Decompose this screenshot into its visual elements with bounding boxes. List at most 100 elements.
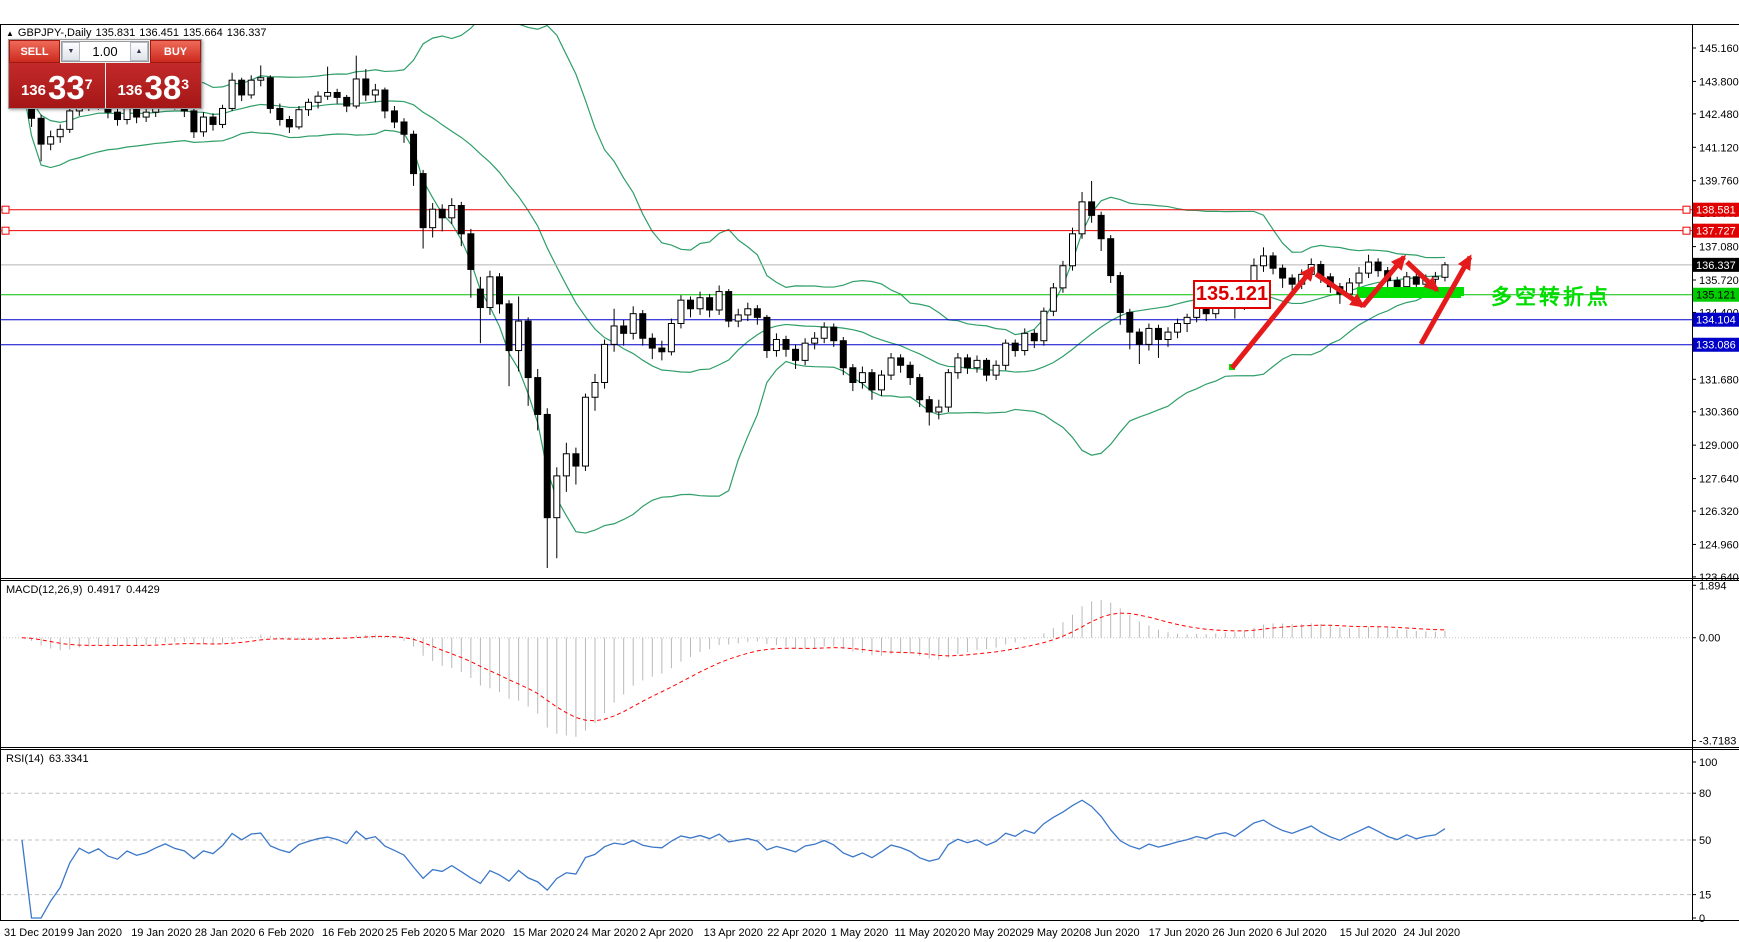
rsi-label: RSI(14) 63.3341 [6, 753, 94, 765]
date-label: 2 Apr 2020 [640, 927, 693, 939]
candle-body [925, 399, 933, 413]
collapse-icon[interactable]: ▲ [6, 29, 14, 38]
trend-arrow[interactable] [1314, 271, 1366, 309]
candle-body [1269, 255, 1277, 269]
candle-body [591, 381, 599, 398]
trend-arrow[interactable] [1418, 254, 1473, 346]
date-label: 24 Mar 2020 [576, 927, 638, 939]
candle-body [830, 326, 838, 342]
bollinger-upper [21, 24, 1445, 336]
price-tick: 123.640 [1699, 572, 1739, 584]
candle-body [820, 326, 828, 339]
support-zone-rect[interactable] [1357, 287, 1461, 298]
price-badge-text: 137.727 [1696, 226, 1736, 238]
candle-body [362, 78, 370, 96]
quote-high: 136.451 [139, 27, 180, 39]
candle-body [66, 110, 74, 130]
candle-body [1145, 327, 1153, 345]
candle-body [983, 359, 991, 376]
candle-body [228, 79, 236, 109]
trend-arrow[interactable] [1230, 265, 1315, 370]
candle-body [390, 110, 398, 123]
date-axis[interactable]: 31 Dec 2019 9 Jan 2020 19 Jan 2020 28 Jan 2… [4, 927, 1460, 939]
candle-body [811, 337, 819, 344]
candle-body [496, 276, 503, 305]
date-label: 19 Jan 2020 [131, 927, 192, 939]
candle-body [849, 367, 857, 383]
candle-body [276, 107, 284, 121]
candle-body [1174, 323, 1182, 333]
price-badge-135.121 [1693, 287, 1739, 302]
turning-point-note[interactable]: 多空转折点 [1491, 286, 1611, 309]
candle-body [734, 314, 742, 322]
volume-up-button[interactable]: ▲ [130, 42, 148, 61]
candle-body [1431, 276, 1439, 280]
candle-body [1355, 272, 1363, 284]
candle-body [1135, 331, 1143, 345]
buy-button[interactable]: BUY [150, 40, 201, 63]
price-badge-133.086 [1693, 337, 1739, 352]
volume-down-button[interactable]: ▼ [62, 42, 80, 61]
quote-bar[interactable]: ▲ GBPJPY-,Daily 135.831 136.451 135.664 136.3… [6, 27, 271, 39]
sell-button[interactable]: SELL [9, 40, 60, 63]
candle-body [954, 357, 962, 374]
sell-price[interactable]: 136 33 7 [9, 63, 105, 108]
candle-body [906, 364, 914, 379]
line-handle[interactable] [1, 205, 10, 214]
macd-pane[interactable] [0, 599, 1692, 737]
candle-body [658, 347, 666, 353]
candle-body [419, 173, 427, 229]
quote-low: 135.664 [183, 27, 223, 39]
candle-body [457, 205, 465, 235]
candle-body [1374, 261, 1382, 272]
macd-main-value: 0.4917 [87, 584, 122, 596]
candle-body [486, 276, 494, 309]
trend-arrow[interactable] [1405, 260, 1440, 293]
support-price-label[interactable]: 135.121 [1193, 280, 1271, 309]
price-badge-text: 135.121 [1696, 290, 1736, 302]
date-label: 8 Jun 2020 [1085, 927, 1139, 939]
price-tick: 145.160 [1699, 43, 1739, 55]
candle-body [581, 396, 589, 467]
line-handle[interactable] [1, 226, 10, 235]
candle-body [620, 325, 628, 334]
price-tick: 139.760 [1699, 176, 1739, 188]
buy-price[interactable]: 136 38 3 [105, 63, 201, 108]
date-label: 29 May 2020 [1022, 927, 1086, 939]
green-line-handle[interactable] [1455, 287, 1464, 296]
candle-body [314, 95, 322, 103]
price-axis[interactable]: 145.160143.800142.480141.120139.760138.4… [1692, 43, 1739, 925]
candle-body [878, 374, 885, 391]
candle-body [247, 79, 255, 96]
date-label: 17 Jun 2020 [1149, 927, 1210, 939]
price-badge-text: 138.581 [1696, 205, 1736, 217]
rsi-value: 63.3341 [48, 753, 89, 765]
price-tick: 129.000 [1699, 440, 1739, 452]
sell-price-big: 33 [48, 69, 85, 106]
macd-tick: -3.7183 [1699, 736, 1736, 748]
candle-body [1126, 311, 1134, 333]
line-handle[interactable] [1682, 205, 1691, 214]
line-handle[interactable] [1682, 226, 1691, 235]
candle-body [1030, 332, 1038, 342]
macd-signal-value: 0.4429 [126, 584, 160, 596]
candle-body [534, 377, 542, 415]
date-label: 31 Dec 2019 [4, 927, 66, 939]
candle-body [1393, 280, 1401, 288]
candle-body [467, 233, 475, 270]
candle-body [400, 121, 408, 135]
candle-body [1078, 201, 1086, 235]
price-tick: 127.640 [1699, 474, 1739, 486]
volume-value[interactable]: 1.00 [92, 44, 118, 59]
candle-body [37, 117, 45, 145]
trend-arrow[interactable] [1361, 254, 1406, 308]
candle-body [610, 325, 618, 345]
candle-body [209, 116, 217, 125]
rsi-line [21, 799, 1446, 919]
candle-body [763, 316, 771, 352]
rsi-pane[interactable] [0, 792, 1692, 919]
candle-body [543, 413, 551, 519]
candle-body [333, 91, 341, 98]
candle-body [667, 323, 675, 353]
